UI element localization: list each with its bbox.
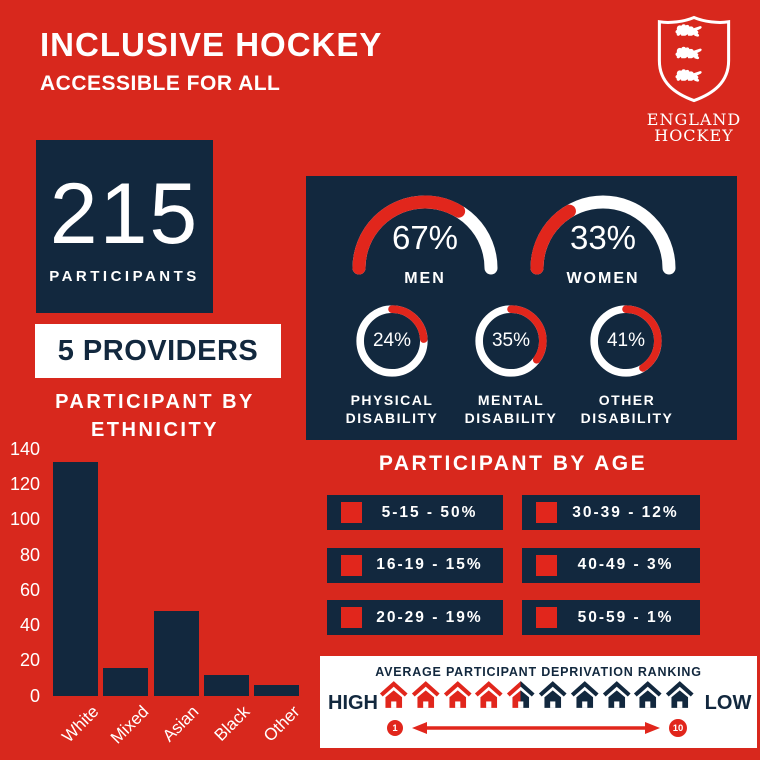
deprivation-house-scale <box>379 680 695 715</box>
ethnicity-chart-title: PARTICIPANT BY ETHNICITY <box>55 391 255 441</box>
house-icon <box>443 680 473 715</box>
y-axis-tick: 140 <box>9 438 40 459</box>
y-axis-tick: 120 <box>9 474 40 495</box>
y-axis-tick: 20 <box>19 650 40 671</box>
house-icon <box>474 680 504 715</box>
england-hockey-logo: ENGLAND HOCKEY <box>638 14 750 144</box>
page-title: INCLUSIVE HOCKEY <box>40 26 383 63</box>
women-label: WOMEN <box>566 270 640 287</box>
age-band-label: 16-19 - 15% <box>376 556 483 573</box>
age-band-label: 40-49 - 3% <box>577 556 674 573</box>
deprivation-ranking-card: AVERAGE PARTICIPANT DEPRIVATION RANKING … <box>320 656 757 748</box>
page-subtitle: ACCESSIBLE FOR ALL <box>40 72 281 95</box>
age-band-20-29: 20-29 - 19% <box>327 600 503 635</box>
y-axis-tick: 100 <box>9 509 40 530</box>
house-icon <box>538 680 568 715</box>
providers-label: 5 PROVIDERS <box>57 334 259 367</box>
y-axis-tick: 0 <box>29 685 40 706</box>
other-disability-percentage: 41% <box>606 330 646 351</box>
gauge-arc <box>352 195 498 275</box>
bar-asian <box>153 611 199 696</box>
men-percentage: 67% <box>391 219 459 256</box>
participants-count: 215 <box>49 166 200 262</box>
house-icon <box>602 680 632 715</box>
age-distribution-list: 5-15 - 50% 16-19 - 15% 20-29 - 19% 30-39 - … <box>327 495 700 635</box>
age-band-label: 5-15 - 50% <box>381 503 478 521</box>
age-band-label: 30-39 - 12% <box>572 503 679 521</box>
donut-ring <box>475 305 547 377</box>
legend-square-icon <box>536 502 557 523</box>
three-lions-shield-icon <box>657 15 731 103</box>
legend-square-icon <box>536 554 557 576</box>
bar-mixed <box>103 667 149 696</box>
age-band-30-39: 30-39 - 12% <box>522 495 700 530</box>
house-icon <box>570 680 600 715</box>
y-axis-tick: 40 <box>19 615 40 635</box>
physical-disability-donut-chart: 24% <box>354 303 430 379</box>
legend-square-icon <box>341 502 362 523</box>
scale-min-badge: 1 <box>387 720 403 736</box>
ethnicity-bar-chart: 0 20 40 60 80 100 120 140 White Mixed Asian Black Ot… <box>0 438 312 760</box>
age-chart-title: PARTICIPANT BY AGE <box>378 452 648 475</box>
legend-square-icon <box>341 554 362 576</box>
age-band-label: 50-59 - 1% <box>577 608 674 626</box>
logo-org-name: ENGLAND HOCKEY <box>646 110 742 145</box>
age-band-label: 20-29 - 19% <box>376 608 483 626</box>
double-arrow-icon <box>412 722 660 734</box>
physical-disability-label: PHYSICAL DISABILITY <box>345 392 439 426</box>
men-label: MEN <box>404 270 446 287</box>
gauge-arc <box>530 195 676 275</box>
demographics-panel: 67% MEN 33% WOMEN 24% PHYSICAL DISABILIT… <box>306 176 737 440</box>
bar-other <box>254 685 300 696</box>
other-disability-label: OTHER DISABILITY <box>580 392 674 426</box>
legend-square-icon <box>536 607 557 628</box>
age-band-16-19: 16-19 - 15% <box>327 547 503 583</box>
bar-black <box>204 674 250 696</box>
women-gauge-chart: 33% <box>528 190 678 276</box>
y-axis-tick: 80 <box>19 544 40 565</box>
participants-stat-card: 215 PARTICIPANTS <box>36 140 213 313</box>
other-disability-donut-chart: 41% <box>588 303 664 379</box>
donut-ring <box>590 305 662 377</box>
house-icon <box>665 680 695 715</box>
scale-max-badge: 10 <box>669 719 687 737</box>
providers-stat-card: 5 PROVIDERS <box>35 324 281 378</box>
deprivation-high-label: HIGH <box>328 692 378 714</box>
house-icon <box>411 680 441 715</box>
mental-disability-percentage: 35% <box>491 330 531 351</box>
house-icon <box>506 680 536 715</box>
deprivation-low-label: LOW <box>704 692 752 714</box>
house-icon <box>633 680 663 715</box>
men-gauge-chart: 67% <box>350 190 500 276</box>
bar-white <box>53 461 98 696</box>
age-band-40-49: 40-49 - 3% <box>522 547 700 583</box>
donut-ring <box>356 305 428 377</box>
house-icon <box>379 680 409 715</box>
women-percentage: 33% <box>569 219 637 256</box>
mental-disability-label: MENTAL DISABILITY <box>464 392 558 426</box>
y-axis-tick: 60 <box>19 579 40 600</box>
participants-label: PARTICIPANTS <box>49 268 200 285</box>
age-band-5-15: 5-15 - 50% <box>327 495 503 530</box>
physical-disability-percentage: 24% <box>372 330 412 351</box>
deprivation-title: AVERAGE PARTICIPANT DEPRIVATION RANKING <box>375 665 702 679</box>
legend-square-icon <box>341 607 362 628</box>
age-band-50-59: 50-59 - 1% <box>522 600 700 635</box>
mental-disability-donut-chart: 35% <box>473 303 549 379</box>
